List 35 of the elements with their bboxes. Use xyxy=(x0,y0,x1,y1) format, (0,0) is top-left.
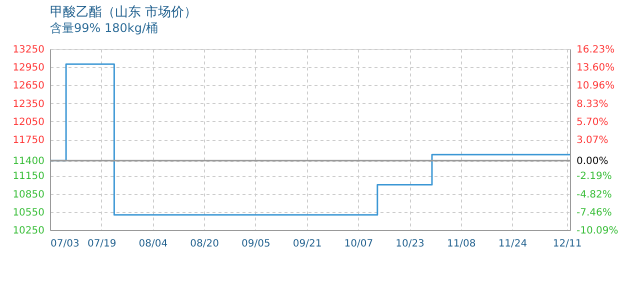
y2-tick-label: -10.09% xyxy=(576,226,618,236)
x-tick-label: 11/08 xyxy=(446,238,476,250)
y-tick-label: 13250 xyxy=(12,44,44,56)
y2-tick-label: 5.70% xyxy=(576,116,608,128)
y2-tick-label: 13.60% xyxy=(576,62,615,74)
y-tick-label: 11150 xyxy=(12,171,44,182)
x-tick-label: 11/24 xyxy=(498,238,528,250)
x-tick-label: 07/19 xyxy=(87,238,116,250)
y2-tick-label: 8.33% xyxy=(576,98,608,110)
y2-tick-label: 16.23% xyxy=(576,44,615,56)
y2-tick-label: -4.82% xyxy=(576,189,612,200)
x-tick-label: 08/04 xyxy=(138,238,168,250)
x-tick-label: 09/21 xyxy=(292,238,322,250)
y-tick-label: 12350 xyxy=(12,98,44,110)
y-tick-label: 10850 xyxy=(12,189,44,200)
chart-subtitle: 含量99% 180kg/桶 xyxy=(50,21,158,35)
y-tick-label: 10550 xyxy=(12,207,44,218)
x-tick-label: 08/20 xyxy=(190,238,219,250)
y-tick-label: 11400 xyxy=(12,156,44,168)
x-tick-label: 07/03 xyxy=(50,238,80,250)
x-tick-label: 10/07 xyxy=(344,238,374,250)
x-tick-label: 09/05 xyxy=(242,238,270,250)
y2-tick-label: -2.19% xyxy=(576,171,612,182)
y2-tick-label: 3.07% xyxy=(576,135,608,146)
y-tick-label: 11750 xyxy=(12,135,44,146)
y2-tick-label: -7.46% xyxy=(576,207,612,218)
y-tick-label: 12650 xyxy=(12,80,44,92)
y2-tick-label: 0.00% xyxy=(576,156,608,168)
x-tick-label: 12/11 xyxy=(552,238,582,250)
y-tick-label: 12050 xyxy=(12,116,44,128)
y2-tick-label: 10.96% xyxy=(576,80,615,92)
x-tick-label: 10/23 xyxy=(396,238,424,250)
chart-title: 甲酸乙酯（山东 市场价） xyxy=(50,5,198,20)
y-tick-label: 10250 xyxy=(12,226,44,236)
y-tick-label: 12950 xyxy=(12,62,44,74)
